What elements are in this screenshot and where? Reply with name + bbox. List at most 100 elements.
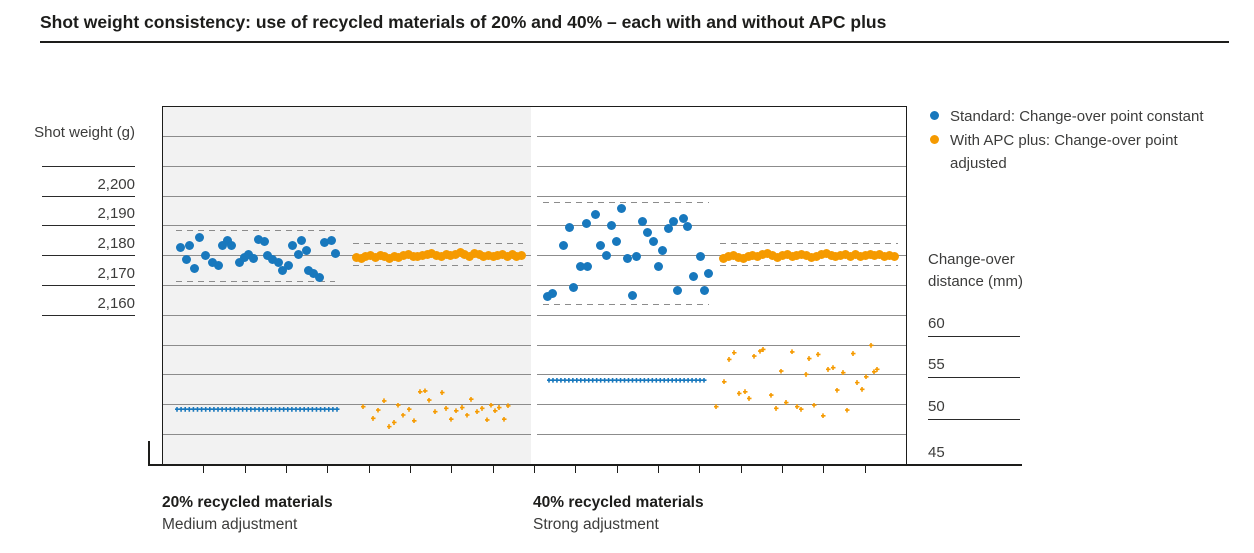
data-point	[309, 406, 315, 412]
data-point	[738, 253, 748, 263]
x-axis-group-label-20pct: 20% recycled materials Medium adjustment	[162, 492, 333, 536]
data-point	[484, 417, 490, 423]
data-point	[289, 406, 295, 412]
data-point	[370, 252, 380, 262]
data-point	[453, 408, 459, 414]
data-point	[260, 406, 266, 412]
data-point	[602, 377, 608, 383]
x-axis-tick	[451, 466, 453, 473]
data-point	[879, 251, 889, 261]
data-point	[791, 250, 801, 260]
data-point	[611, 237, 621, 247]
data-point	[821, 248, 831, 258]
data-point	[492, 408, 498, 414]
right-axis-tick-label: 60	[928, 314, 945, 332]
data-point	[637, 217, 647, 227]
data-point	[718, 253, 728, 263]
data-point	[806, 253, 816, 263]
x-axis-line	[148, 464, 1022, 466]
data-point	[777, 251, 787, 261]
data-point	[296, 236, 306, 246]
data-point	[303, 265, 313, 275]
data-point	[601, 250, 611, 260]
data-point	[497, 249, 507, 259]
data-point	[190, 406, 196, 412]
data-point	[256, 406, 262, 412]
gridline	[162, 255, 531, 257]
data-point	[200, 250, 210, 260]
data-point	[496, 405, 502, 411]
data-point	[319, 238, 329, 248]
data-point	[219, 406, 225, 412]
left-axis-tick-line	[42, 195, 135, 197]
data-point	[782, 250, 792, 260]
data-point	[695, 251, 705, 261]
data-point	[884, 250, 894, 260]
data-point	[365, 251, 375, 261]
data-point	[648, 237, 658, 247]
data-point	[778, 368, 784, 374]
data-point	[391, 419, 397, 425]
data-point	[287, 240, 297, 250]
data-point	[236, 406, 242, 412]
data-point	[772, 252, 782, 262]
gridline	[537, 434, 906, 435]
data-point	[175, 243, 185, 253]
data-point	[767, 250, 777, 260]
data-point	[277, 265, 287, 275]
data-point	[820, 413, 826, 419]
data-point	[351, 253, 361, 263]
scatter-band-limit	[176, 280, 335, 282]
data-point	[439, 390, 445, 396]
data-point	[492, 250, 502, 260]
data-point	[469, 249, 479, 259]
data-point	[426, 249, 436, 259]
data-point	[570, 377, 576, 383]
data-point	[629, 377, 635, 383]
data-point	[272, 406, 278, 412]
data-point	[268, 406, 274, 412]
data-point	[835, 250, 845, 260]
gridline	[162, 285, 531, 286]
data-point	[801, 251, 811, 261]
data-point	[783, 400, 789, 406]
group-label-bold: 40% recycled materials	[533, 494, 704, 511]
data-point	[174, 406, 180, 412]
data-point	[713, 404, 719, 410]
x-axis-tick	[285, 466, 287, 473]
data-point	[422, 388, 428, 394]
data-point	[478, 251, 488, 261]
data-point	[768, 392, 774, 398]
data-point	[789, 349, 795, 355]
data-point	[653, 262, 663, 272]
data-point	[252, 406, 258, 412]
data-point	[798, 406, 804, 412]
data-point	[606, 377, 612, 383]
data-point	[863, 374, 869, 380]
right-axis-tick-label: 55	[928, 356, 945, 373]
x-axis-tick	[368, 466, 370, 473]
data-point	[610, 377, 616, 383]
data-point	[231, 406, 237, 412]
x-axis-tick	[203, 466, 205, 473]
data-point	[840, 370, 846, 376]
data-point	[431, 250, 441, 260]
data-point	[757, 348, 763, 354]
data-point	[868, 342, 874, 348]
group-label-sub: Medium adjustment	[162, 516, 298, 533]
data-point	[653, 377, 659, 383]
data-point	[661, 377, 667, 383]
data-point	[616, 203, 626, 213]
apc-plus-series-dot-icon	[930, 135, 939, 144]
data-point	[283, 260, 293, 270]
data-point	[182, 406, 188, 412]
left-axis-tick-line	[42, 255, 135, 257]
data-point	[203, 406, 209, 412]
data-point	[450, 249, 460, 259]
data-point	[854, 380, 860, 386]
scatter-band-limit	[543, 304, 709, 306]
scatter-band-limit	[353, 242, 523, 244]
data-point	[395, 402, 401, 408]
data-point	[384, 253, 394, 263]
